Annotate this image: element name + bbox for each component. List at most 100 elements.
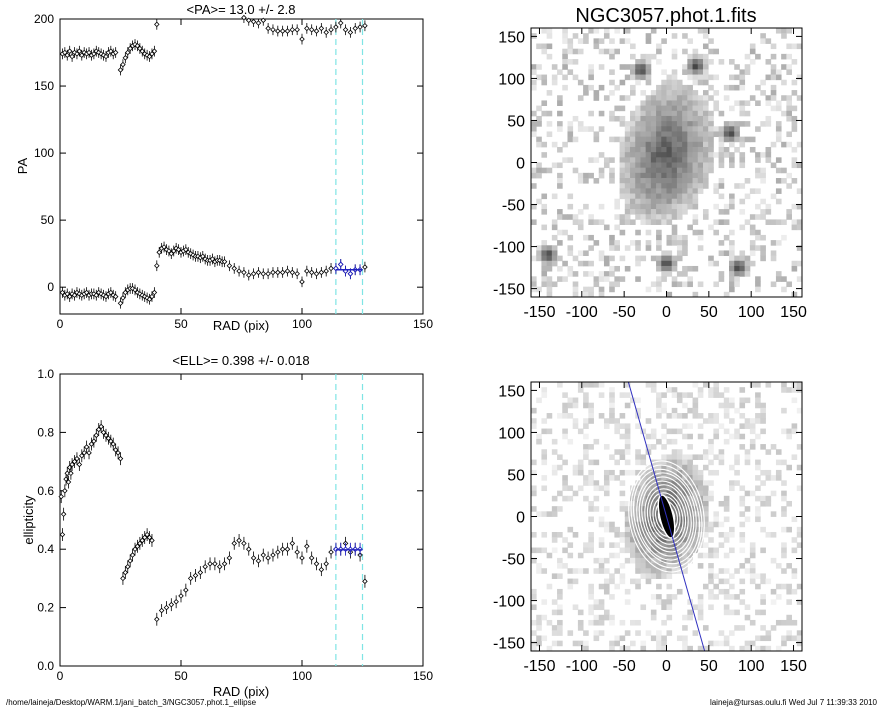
image-pixel [682, 84, 688, 91]
image-pixel [760, 500, 766, 507]
image-pixel [619, 146, 626, 153]
image-pixel [775, 459, 782, 466]
image-pixel [666, 203, 673, 210]
data-point [270, 269, 276, 276]
image-pixel [760, 255, 766, 262]
image-pixel [781, 33, 787, 39]
image-pixel [796, 407, 803, 414]
image-pixel [765, 209, 772, 215]
isophote-contour [636, 472, 697, 561]
image-pixel [718, 141, 725, 148]
image-pixel [635, 397, 641, 404]
image-pixel [640, 203, 647, 210]
image-pixel [546, 552, 553, 559]
image-pixel [640, 500, 647, 507]
image-pixel [541, 547, 548, 554]
image-pixel [739, 136, 746, 143]
x-tick-label: 50 [700, 304, 718, 321]
image-pixel [656, 265, 662, 272]
image-pixel [557, 609, 563, 616]
image-pixel [791, 387, 798, 393]
image-pixel [739, 265, 746, 272]
image-pixel [645, 178, 652, 184]
image-pixel [635, 563, 641, 569]
image-pixel [588, 126, 594, 132]
image-pixel [541, 532, 548, 538]
image-pixel [630, 500, 636, 507]
image-pixel [770, 250, 777, 257]
image-pixel [624, 131, 631, 138]
image-pixel [687, 506, 693, 512]
image-pixel [661, 157, 667, 163]
image-pixel [577, 485, 584, 492]
image-pixel [718, 193, 725, 200]
image-pixel [603, 521, 610, 528]
image-pixel [749, 229, 756, 236]
image-pixel [671, 126, 678, 132]
image-pixel [729, 609, 735, 616]
image-pixel [723, 219, 730, 225]
image-pixel [760, 609, 766, 616]
image-pixel [682, 532, 688, 538]
image-pixel [687, 542, 693, 548]
image-pixel [682, 625, 688, 631]
image-pixel [640, 178, 647, 184]
pa-panel: <PA>= 13.0 +/- 2.8 0 50 100 150050100150200… [15, 2, 433, 333]
image-pixel [749, 188, 756, 194]
image-pixel [770, 141, 777, 148]
image-pixel [682, 193, 688, 200]
image-pixel [676, 428, 683, 435]
image-pixel [619, 635, 626, 642]
data-point [342, 26, 349, 33]
image-pixel [630, 578, 636, 585]
image-pixel [614, 635, 620, 642]
image-pixel [671, 121, 678, 127]
image-pixel [640, 526, 647, 533]
image-pixel [702, 214, 709, 220]
image-pixel [739, 402, 746, 409]
image-pixel [603, 28, 610, 34]
image-pixel [531, 126, 537, 132]
image-pixel [635, 506, 641, 512]
image-pixel [624, 469, 631, 476]
image-pixel [661, 136, 667, 143]
image-pixel [729, 240, 735, 246]
image-pixel [775, 100, 782, 106]
image-pixel [645, 557, 652, 564]
image-pixel [666, 162, 673, 169]
image-pixel [593, 38, 600, 44]
image-pixel [614, 542, 620, 548]
image-pixel [723, 568, 730, 574]
image-pixel [635, 183, 641, 189]
image-pixel [645, 521, 652, 528]
image-pixel [671, 240, 678, 246]
image-pixel [531, 167, 537, 174]
image-pixel [687, 74, 693, 81]
image-pixel [598, 219, 605, 225]
image-pixel [572, 281, 579, 288]
image-pixel [676, 552, 683, 559]
image-pixel [671, 162, 678, 169]
image-pixel [645, 542, 652, 548]
data-point [192, 572, 199, 579]
image-pixel [666, 157, 673, 163]
image-pixel [640, 428, 647, 435]
image-pixel [609, 475, 615, 481]
image-pixel [645, 433, 652, 440]
image-pixel [603, 33, 610, 39]
image-pixel [791, 157, 798, 163]
image-pixel [713, 573, 720, 579]
y-tick-label: 150 [498, 29, 525, 46]
image-pixel [645, 74, 652, 81]
image-pixel [645, 152, 652, 158]
image-pixel [541, 265, 548, 272]
image-pixel [640, 557, 647, 564]
image-pixel [729, 74, 735, 81]
image-pixel [692, 464, 699, 471]
data-point [289, 540, 296, 547]
data-point [245, 546, 252, 552]
image-pixel [598, 38, 605, 44]
image-pixel [577, 209, 584, 215]
image-pixel [598, 413, 605, 419]
image-pixel [791, 291, 798, 298]
